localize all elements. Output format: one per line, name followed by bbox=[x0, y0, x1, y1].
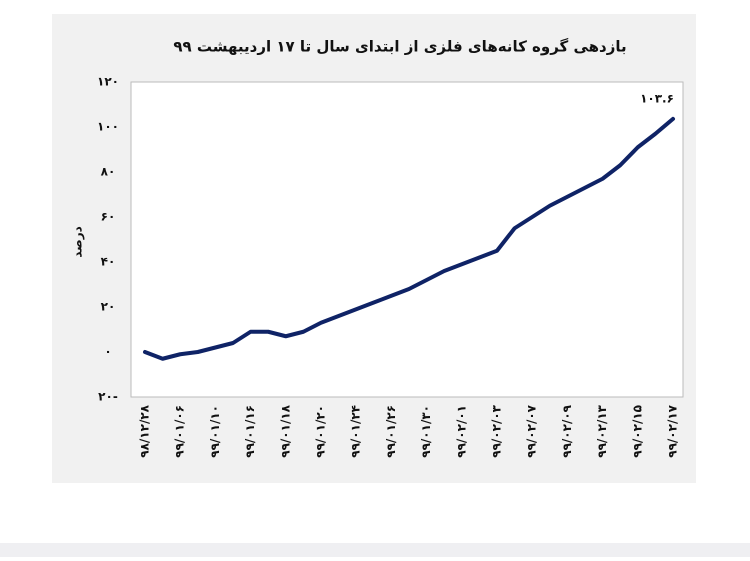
x-tick-label: ۹۹/۰۱/۱۸ bbox=[278, 404, 292, 457]
bottom-strip bbox=[0, 543, 750, 557]
x-tick-label: ۹۹/۰۱/۲۰ bbox=[314, 405, 328, 458]
line bbox=[143, 116, 675, 361]
chart-title: بازدهی گروه کانه‌های فلزی از ابتدای سال … bbox=[173, 38, 626, 56]
x-tick-label: ۹۹/۰۱/۱۰ bbox=[208, 405, 222, 458]
x-tick-label: ۹۹/۰۱/۲۴ bbox=[349, 405, 363, 458]
y-tick-label: ۲۰ bbox=[101, 300, 116, 314]
y-axis-label: درصد bbox=[71, 226, 85, 258]
y-tick-label: ۴۰ bbox=[101, 255, 116, 269]
x-tick-label: ۹۹/۰۲/۱۳ bbox=[595, 404, 609, 457]
x-tick-label: ۹۹/۰۲/۰۷ bbox=[525, 404, 539, 457]
y-tick-label: -۲۰ bbox=[98, 390, 118, 404]
x-tick-label: ۹۹/۰۲/۱۵ bbox=[630, 405, 644, 458]
y-tick-label: ۱۲۰ bbox=[97, 75, 119, 89]
y-tick-label: ۸۰ bbox=[101, 165, 116, 179]
x-tick-label: ۹۹/۰۱/۱۶ bbox=[243, 405, 257, 458]
x-tick-label: ۹۹/۰۲/۰۹ bbox=[560, 404, 574, 457]
x-tick-label: ۹۹/۰۱/۲۶ bbox=[384, 405, 398, 458]
x-tick-label: ۹۹/۰۱/۰۶ bbox=[173, 405, 187, 458]
x-tick-label: ۹۹/۰۲/۱۷ bbox=[666, 404, 680, 457]
x-tick-label: ۹۹/۰۱/۳۰ bbox=[419, 405, 433, 458]
y-tick-label: ۱۰۰ bbox=[97, 120, 119, 134]
x-tick-label: ۹۹/۰۲/۰۳ bbox=[490, 404, 504, 457]
x-tick-label: ۹۹/۰۲/۰۱ bbox=[454, 405, 468, 458]
x-tick-label: ۹۸/۱۲/۲۸ bbox=[138, 404, 152, 457]
y-tick-label: ۶۰ bbox=[101, 210, 116, 224]
data-label: ۱۰۳.۶ bbox=[640, 91, 674, 105]
y-tick-label: ۰ bbox=[104, 345, 111, 359]
